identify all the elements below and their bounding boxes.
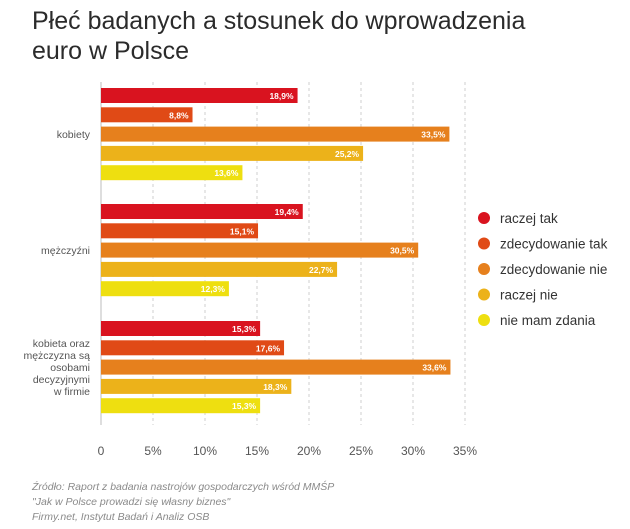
category-label: kobieta oraz	[33, 338, 90, 350]
bar-value-label: 17,6%	[256, 343, 281, 353]
legend-label: raczej tak	[500, 211, 558, 226]
bar	[101, 88, 298, 103]
legend-marker	[478, 263, 490, 275]
chart-title-line-1: Płeć badanych a stosunek do wprowadzenia	[32, 7, 526, 35]
bar-value-label: 15,3%	[232, 324, 257, 334]
legend-label: zdecydowanie tak	[500, 237, 608, 252]
category-label: decyzyjnymi	[33, 374, 90, 386]
source-line-2: "Jak w Polsce prowadzi się własny biznes…	[32, 496, 231, 508]
x-tick-label: 25%	[349, 444, 373, 458]
bar	[101, 378, 292, 394]
bar	[101, 398, 261, 414]
bar	[101, 281, 229, 297]
bar-value-label: 12,3%	[201, 284, 226, 294]
legend-label: nie mam zdania	[500, 313, 596, 328]
bar-value-label: 30,5%	[390, 246, 415, 256]
source-note: Źródło: Raport z badania nastrojów gospo…	[32, 480, 334, 525]
category-label: kobiety	[57, 129, 91, 141]
bar-value-label: 25,2%	[335, 149, 360, 159]
legend-label: raczej nie	[500, 288, 558, 303]
bar	[101, 145, 364, 161]
legend-marker	[478, 237, 490, 250]
bar	[101, 223, 259, 239]
bar	[101, 261, 338, 277]
bar	[101, 321, 261, 336]
bar	[101, 359, 451, 375]
x-tick-label: 15%	[245, 444, 269, 458]
bar	[101, 242, 419, 258]
bar	[101, 340, 285, 356]
x-tick-label: 35%	[453, 444, 477, 458]
source-line-3: Firmy.net, Instytut Badań i Analiz OSB	[32, 511, 210, 523]
chart-title: Płeć badanych a stosunek do wprowadzenia…	[32, 6, 612, 66]
bar	[101, 126, 450, 142]
chart-title-line-2: euro w Polsce	[32, 37, 190, 65]
bar-value-label: 33,5%	[421, 130, 446, 140]
legend-marker	[478, 212, 490, 224]
bar	[101, 165, 243, 181]
category-label: osobami	[50, 362, 90, 374]
legend-marker	[478, 314, 490, 326]
x-tick-label: 5%	[144, 444, 162, 458]
legend-label: zdecydowanie nie	[500, 262, 607, 277]
bar-value-label: 18,9%	[269, 91, 294, 101]
x-tick-label: 30%	[401, 444, 425, 458]
bar-value-label: 33,6%	[422, 363, 447, 373]
bar-value-label: 15,3%	[232, 401, 257, 411]
bar-value-label: 13,6%	[214, 168, 239, 178]
x-tick-label: 10%	[193, 444, 217, 458]
bar-value-label: 22,7%	[309, 265, 334, 275]
bar-value-label: 8,8%	[169, 110, 189, 120]
bar	[101, 204, 303, 219]
category-label: mężczyzna są	[23, 350, 90, 362]
bar	[101, 107, 193, 123]
category-label: w firmie	[53, 386, 90, 398]
bar-value-label: 15,1%	[230, 226, 255, 236]
x-tick-label: 20%	[297, 444, 321, 458]
bar-value-label: 19,4%	[275, 207, 300, 217]
category-label: mężczyźni	[41, 245, 90, 257]
x-tick-label: 0	[98, 444, 105, 458]
bar-value-label: 18,3%	[263, 382, 288, 392]
source-line-1: Źródło: Raport z badania nastrojów gospo…	[32, 481, 335, 493]
legend-marker	[478, 288, 490, 301]
